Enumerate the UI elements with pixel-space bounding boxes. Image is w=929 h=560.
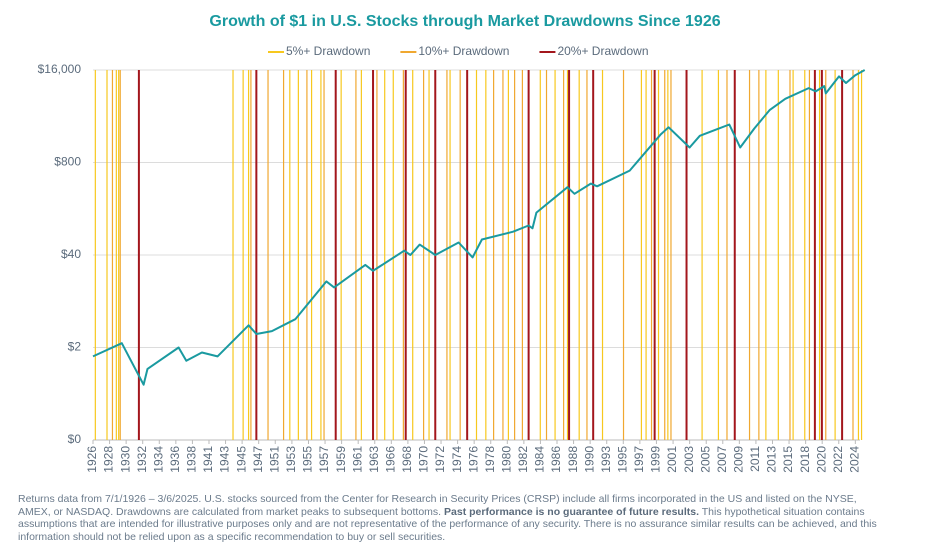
y-tick-label: $800: [54, 155, 81, 169]
x-tick-label: 1961: [350, 446, 364, 473]
x-tick-label: 1934: [151, 446, 165, 473]
x-tick-label: 1999: [649, 446, 663, 473]
x-tick-label: 1990: [582, 446, 596, 473]
drawdown-lines: [94, 70, 863, 440]
y-tick-label: $40: [61, 247, 81, 261]
x-tick-label: 1941: [201, 446, 215, 473]
x-tick-label: 1972: [433, 446, 447, 473]
x-tick-label: 2020: [814, 446, 828, 473]
footnote-text: Returns data from 7/1/1926 – 3/6/2025. U…: [18, 493, 857, 518]
legend-label: 10%+ Drawdown: [418, 44, 509, 58]
x-tick-label: 1982: [516, 446, 530, 473]
growth-line: [92, 69, 866, 386]
x-tick-label: 1930: [118, 446, 132, 473]
x-tick-label: 1984: [533, 446, 547, 473]
x-tick-label: 1963: [367, 446, 381, 473]
x-tick-label: 1993: [599, 446, 613, 473]
x-tick-label: 2011: [748, 446, 762, 472]
x-tick-label: 2007: [715, 446, 729, 473]
x-tick-label: 1943: [218, 446, 232, 473]
x-tick-label: 2013: [765, 446, 779, 473]
y-tick-label: $16,000: [38, 62, 82, 76]
legend-label: 5%+ Drawdown: [286, 44, 370, 58]
x-tick-label: 1951: [267, 446, 281, 473]
x-tick-label: 1966: [383, 446, 397, 473]
y-tick-label: $0: [68, 432, 82, 446]
x-tick-label: 1995: [615, 446, 629, 473]
x-tick-label: 1947: [251, 446, 265, 473]
x-tick-label: 1945: [234, 446, 248, 473]
legend: 5%+ Drawdown 10%+ Drawdown 20%+ Drawdown: [268, 44, 649, 58]
x-tick-label: 2024: [848, 446, 862, 473]
x-tick-label: 2005: [698, 446, 712, 473]
x-tick-label: 1988: [566, 446, 580, 473]
footnote-text: This hypothetical situation contains ass…: [18, 505, 877, 543]
x-tick-label: 1959: [334, 446, 348, 473]
footnote-bold: Past performance is no guarantee of futu…: [444, 505, 699, 518]
x-tick-label: 2003: [682, 446, 696, 473]
x-tick-label: 2001: [665, 446, 679, 473]
x-tick-label: 1986: [549, 446, 563, 473]
x-tick-label: 1978: [483, 446, 497, 473]
x-tick-label: 1938: [185, 446, 199, 473]
x-tick-label: 1974: [450, 446, 464, 473]
x-tick-label: 2018: [798, 446, 812, 473]
x-tick-label: 2009: [732, 446, 746, 473]
x-tick-label: 1997: [632, 446, 646, 473]
x-tick-label: 2022: [831, 446, 845, 473]
x-tick-label: 1980: [499, 446, 513, 473]
x-tick-label: 1968: [400, 446, 414, 473]
footnote: Returns data from 7/1/1926 – 3/6/2025. U…: [18, 493, 888, 543]
x-tick-label: 2015: [781, 446, 795, 473]
x-tick-label: 1932: [135, 446, 149, 473]
chart-title: Growth of $1 in U.S. Stocks through Mark…: [209, 13, 720, 30]
x-tick-label: 1926: [85, 446, 99, 473]
x-tick-label: 1970: [417, 446, 431, 473]
x-tick-label: 1976: [466, 446, 480, 473]
x-tick-label: 1928: [102, 446, 116, 473]
plot: [92, 69, 866, 386]
legend-label: 20%+ Drawdown: [557, 44, 648, 58]
chart: Growth of $1 in U.S. Stocks through Mark…: [38, 13, 866, 473]
x-tick-label: 1936: [168, 446, 182, 473]
x-tick-label: 1955: [301, 446, 315, 473]
y-tick-label: $2: [68, 340, 82, 354]
x-tick-label: 1953: [284, 446, 298, 473]
x-tick-label: 1957: [317, 446, 331, 473]
